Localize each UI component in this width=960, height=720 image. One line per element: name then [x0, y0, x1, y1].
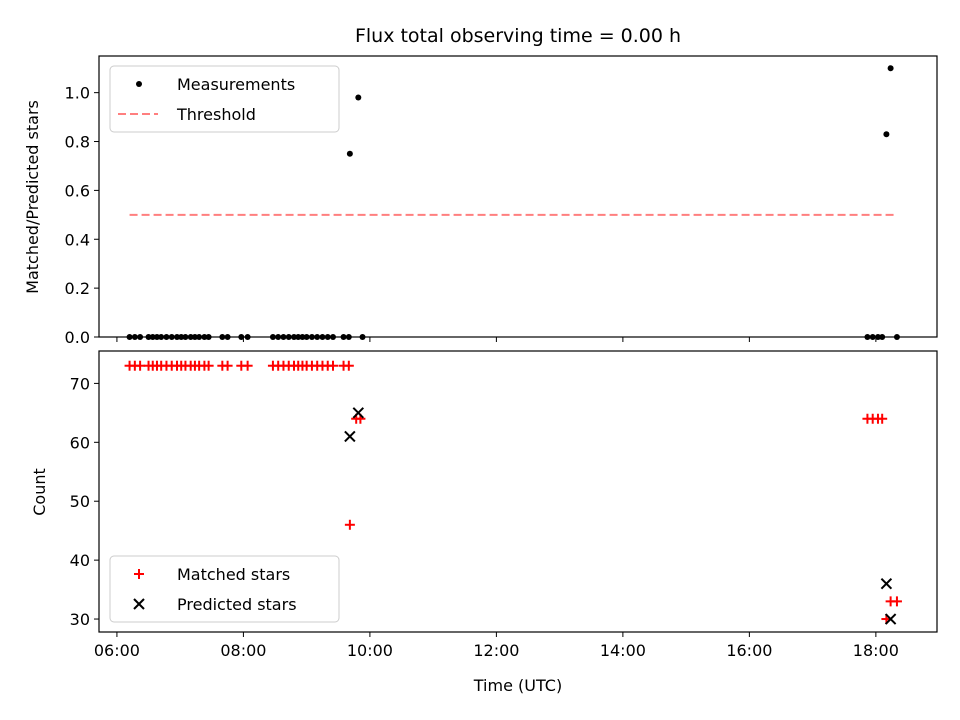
- legend-marker: [133, 598, 145, 610]
- legend-item: Threshold: [118, 105, 256, 124]
- chart-title: Flux total observing time = 0.00 h: [355, 25, 681, 47]
- bottom-plot-area: [124, 360, 902, 625]
- legend-marker: [134, 569, 144, 579]
- y-tick-label: 70: [70, 374, 90, 393]
- bottom-y-axis-label: Count: [30, 468, 49, 516]
- x-tick-label: 14:00: [600, 641, 646, 660]
- y-tick-label: 0.4: [65, 230, 90, 249]
- legend-item: Measurements: [136, 75, 295, 94]
- y-tick-label: 0.2: [65, 279, 90, 298]
- top-y-axis: 0.0 0.2 0.4 0.6 0.8 1.0: [65, 84, 99, 347]
- bottom-legend: Matched stars Predicted stars: [109, 555, 340, 623]
- legend-label: Threshold: [176, 105, 256, 124]
- data-point: [352, 407, 365, 419]
- y-tick-label: 0.6: [65, 181, 90, 200]
- top-axes-frame: [98, 55, 938, 338]
- legend-marker: [136, 81, 142, 87]
- series-predicted-stars: [344, 407, 897, 625]
- data-point: [877, 413, 888, 424]
- x-tick-label: 08:00: [220, 641, 266, 660]
- legend-label: Measurements: [177, 75, 295, 94]
- data-point: [891, 596, 902, 607]
- data-point: [343, 360, 354, 371]
- x-axis-label: Time (UTC): [473, 676, 562, 695]
- legend-item: Matched stars: [134, 565, 290, 584]
- data-point: [355, 94, 362, 101]
- data-point: [242, 360, 253, 371]
- x-tick-label: 18:00: [853, 641, 899, 660]
- x-tick-label: 10:00: [347, 641, 393, 660]
- data-point: [887, 65, 894, 72]
- y-tick-label: 1.0: [65, 84, 90, 103]
- legend-frame: [109, 555, 340, 623]
- panel-bottom: 06:00 08:00 10:00 12:00 14:00 16:00 18:00 30 40…: [30, 350, 938, 695]
- panel-top: 0.0 0.2 0.4 0.6 0.8 1.0 Matched/Predicted sta…: [23, 55, 938, 347]
- x-tick-label: 06:00: [94, 641, 140, 660]
- y-tick-label: 50: [70, 492, 90, 511]
- y-tick-label: 60: [70, 433, 90, 452]
- y-tick-label: 30: [70, 610, 90, 629]
- data-point: [135, 360, 146, 371]
- data-point: [203, 360, 214, 371]
- bottom-x-axis: 06:00 08:00 10:00 12:00 14:00 16:00 18:00: [94, 632, 899, 660]
- data-point: [884, 613, 897, 625]
- data-point: [344, 430, 356, 443]
- data-point: [344, 519, 355, 530]
- data-point: [883, 131, 890, 138]
- data-point: [328, 360, 339, 371]
- top-legend: Measurements Threshold: [109, 65, 340, 133]
- x-tick-label: 12:00: [473, 641, 519, 660]
- data-point: [222, 360, 233, 371]
- bottom-axes-frame: [98, 350, 938, 633]
- x-tick-label: 16:00: [726, 641, 772, 660]
- y-tick-label: 0.8: [65, 133, 90, 152]
- series-matched-stars: [124, 360, 902, 625]
- y-tick-label: 40: [70, 551, 90, 570]
- data-point: [346, 150, 353, 157]
- top-y-axis-label: Matched/Predicted stars: [23, 100, 42, 294]
- legend-label: Predicted stars: [177, 595, 297, 614]
- legend-item: Predicted stars: [133, 595, 297, 614]
- legend-label: Matched stars: [177, 565, 290, 584]
- bottom-y-axis: 30 40 50 60 70: [70, 374, 99, 629]
- legend-frame: [109, 65, 340, 133]
- y-tick-label: 0.0: [65, 328, 90, 347]
- data-point: [880, 577, 893, 590]
